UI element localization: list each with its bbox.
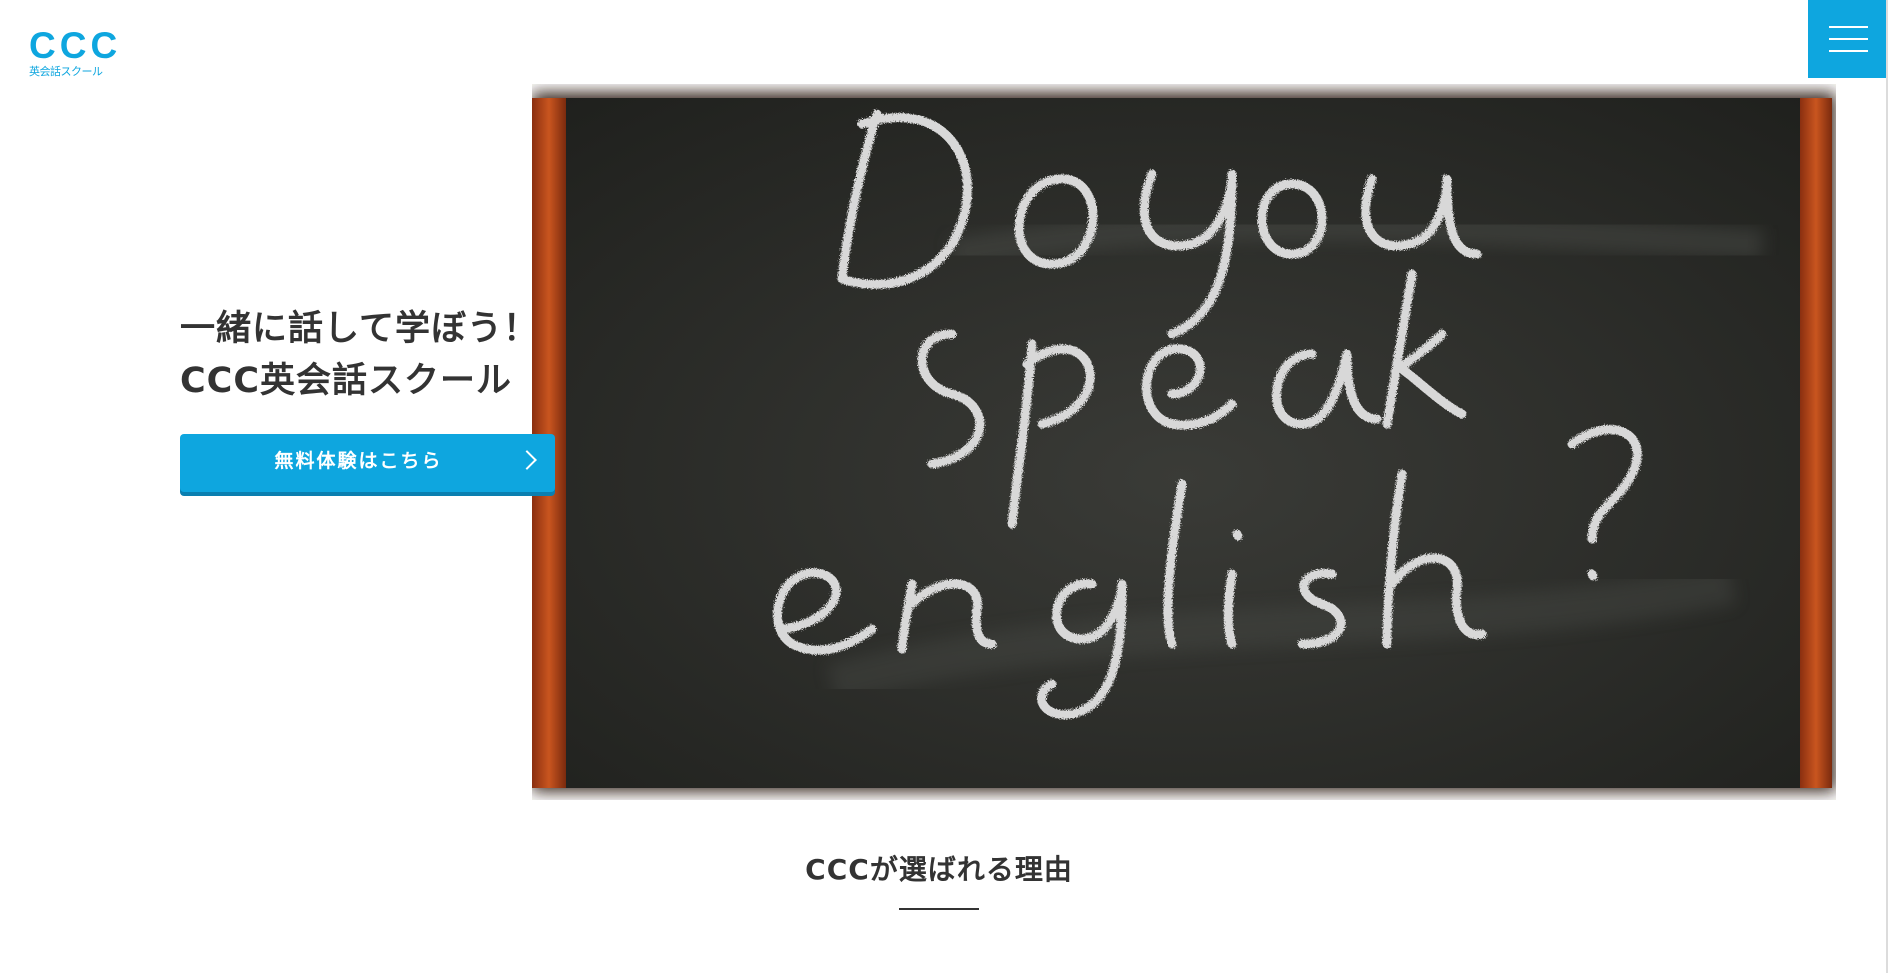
hero-heading-line2: CCC英会話スクール	[180, 361, 513, 401]
hero-chalkboard-image	[532, 84, 1836, 800]
hero-heading-line1: 一緒に話して学ぼう！	[180, 309, 539, 349]
section-title-underline	[899, 908, 979, 910]
logo-mark: CCC	[29, 25, 122, 66]
free-trial-button-label: 無料体験はこちら	[274, 450, 443, 472]
hero-heading: 一緒に話して学ぼう！ CCC英会話スクール	[180, 303, 580, 407]
page-edge	[1886, 0, 1888, 973]
hamburger-menu-button[interactable]	[1808, 0, 1888, 78]
chalkboard-image	[532, 92, 1836, 792]
site-logo[interactable]: CCC 英会話スクール	[29, 25, 122, 79]
section-title: CCCが選ばれる理由	[805, 853, 1073, 886]
logo-subtitle: 英会話スクール	[29, 65, 103, 78]
free-trial-button[interactable]: 無料体験はこちら	[180, 434, 555, 492]
